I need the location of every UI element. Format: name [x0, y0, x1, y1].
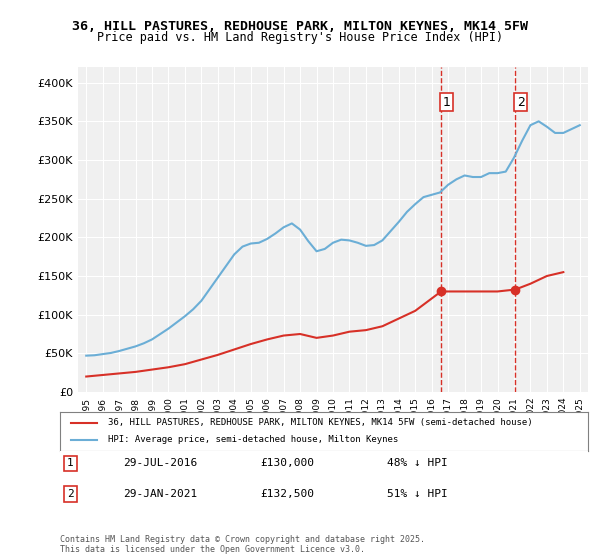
Text: 36, HILL PASTURES, REDHOUSE PARK, MILTON KEYNES, MK14 5FW: 36, HILL PASTURES, REDHOUSE PARK, MILTON… — [72, 20, 528, 32]
Text: 29-JUL-2016: 29-JUL-2016 — [124, 459, 197, 468]
Text: 2: 2 — [67, 489, 74, 499]
Text: Price paid vs. HM Land Registry's House Price Index (HPI): Price paid vs. HM Land Registry's House … — [97, 31, 503, 44]
Text: HPI: Average price, semi-detached house, Milton Keynes: HPI: Average price, semi-detached house,… — [107, 435, 398, 444]
Text: 2: 2 — [517, 96, 525, 109]
Text: 1: 1 — [443, 96, 451, 109]
Text: 29-JAN-2021: 29-JAN-2021 — [124, 489, 197, 499]
Text: 36, HILL PASTURES, REDHOUSE PARK, MILTON KEYNES, MK14 5FW (semi-detached house): 36, HILL PASTURES, REDHOUSE PARK, MILTON… — [107, 418, 532, 427]
Text: 1: 1 — [67, 459, 74, 468]
Text: Contains HM Land Registry data © Crown copyright and database right 2025.
This d: Contains HM Land Registry data © Crown c… — [60, 535, 425, 554]
Text: £132,500: £132,500 — [260, 489, 314, 499]
Text: 51% ↓ HPI: 51% ↓ HPI — [388, 489, 448, 499]
Text: 48% ↓ HPI: 48% ↓ HPI — [388, 459, 448, 468]
Text: £130,000: £130,000 — [260, 459, 314, 468]
